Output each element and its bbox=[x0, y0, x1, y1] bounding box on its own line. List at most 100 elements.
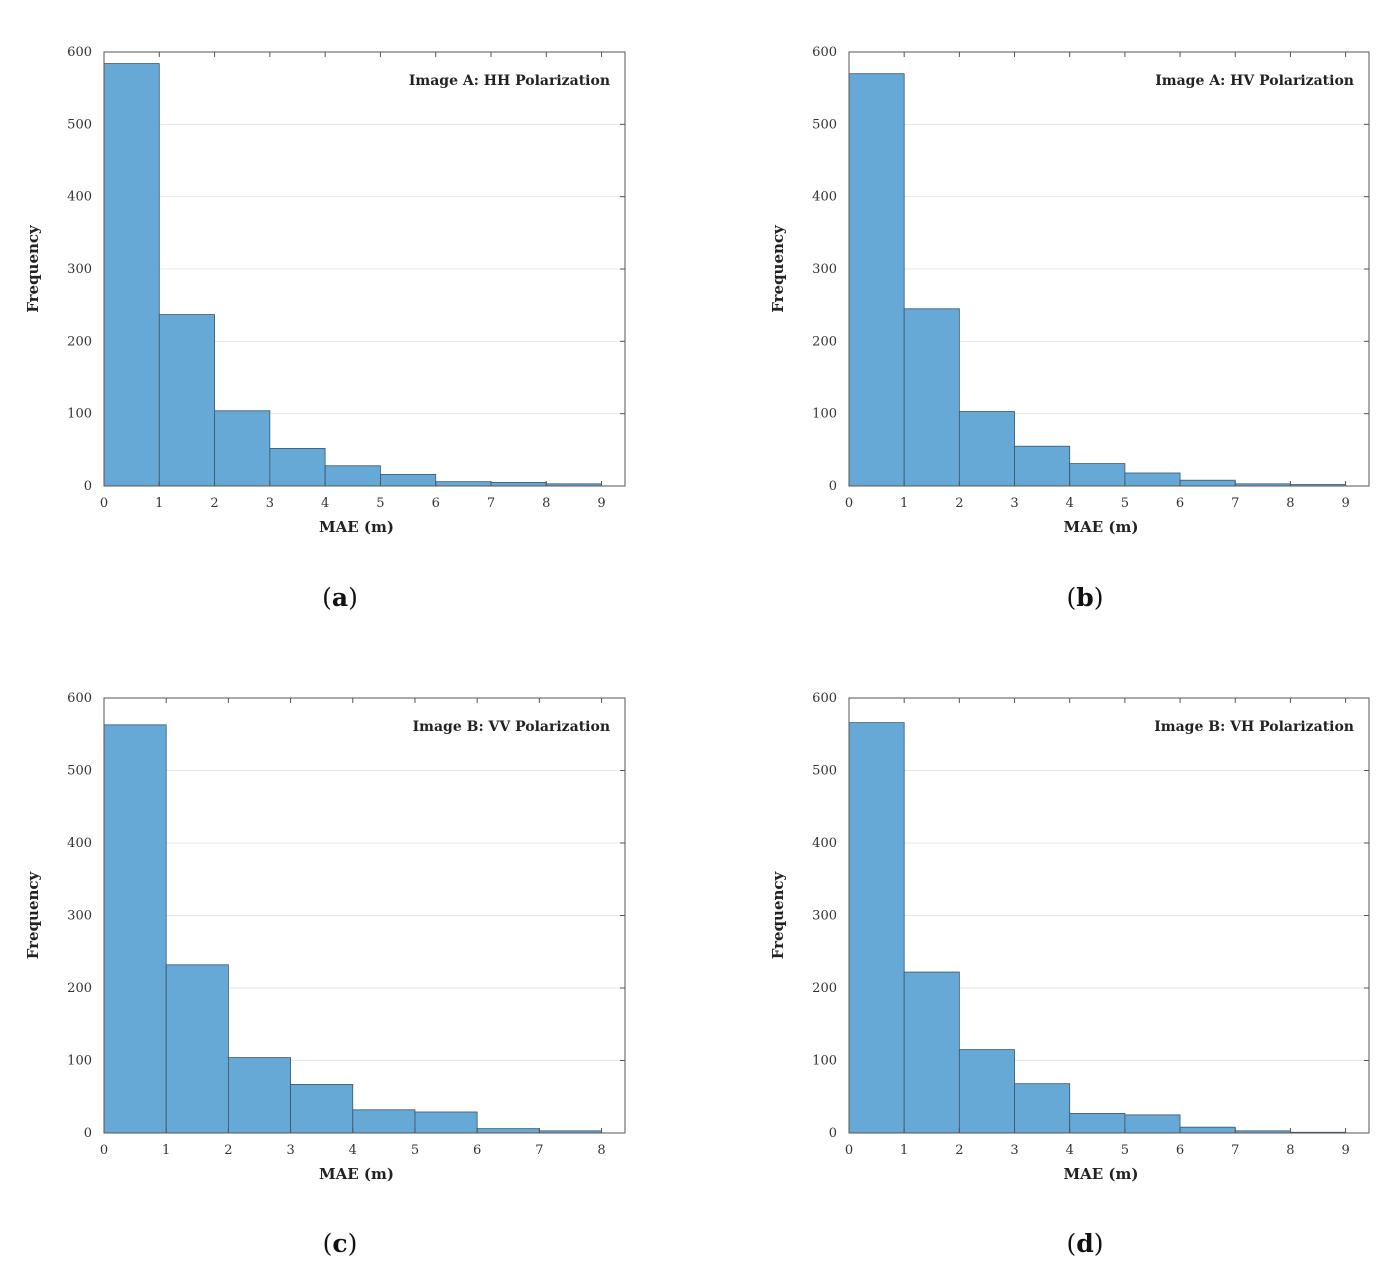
x-tick-label: 0 bbox=[100, 496, 108, 511]
x-tick-label: 8 bbox=[1286, 1143, 1294, 1158]
panel-caption-letter: a bbox=[332, 583, 348, 612]
histogram-bar bbox=[958, 411, 1015, 487]
y-tick-label: 600 bbox=[67, 691, 92, 706]
histogram-panel-d: 0 100 200 300 400 500 600 0 1 2 3 4 5 6 7 8 9 Image B: VH… bbox=[769, 691, 1370, 1258]
histogram-bar bbox=[958, 1049, 1015, 1134]
y-tick-label: 400 bbox=[812, 836, 837, 851]
x-tick-label: 4 bbox=[349, 1143, 357, 1158]
histogram-bar bbox=[165, 964, 229, 1134]
histogram-bar bbox=[1014, 1083, 1071, 1134]
x-axis-label: MAE (m) bbox=[1064, 518, 1139, 536]
plot-border bbox=[848, 51, 1370, 487]
histogram-bar bbox=[227, 1057, 291, 1134]
panel-caption: (a) bbox=[322, 583, 358, 612]
y-axis-label: Frequency bbox=[24, 870, 42, 959]
x-tick-label: 2 bbox=[210, 496, 218, 511]
histogram-bar bbox=[476, 1128, 540, 1134]
x-tick-label: 3 bbox=[1010, 496, 1018, 511]
x-tick-label: 7 bbox=[535, 1143, 543, 1158]
y-tick-label: 400 bbox=[812, 190, 837, 205]
panel-caption-letter: d bbox=[1076, 1229, 1093, 1258]
y-tick-label: 200 bbox=[812, 981, 837, 996]
x-tick-label: 6 bbox=[1176, 1143, 1184, 1158]
y-tick-label: 600 bbox=[67, 45, 92, 60]
x-tick-label: 0 bbox=[845, 1143, 853, 1158]
x-tick-label: 6 bbox=[432, 496, 440, 511]
x-tick-label: 0 bbox=[100, 1143, 108, 1158]
panel-caption: (d) bbox=[1066, 1229, 1103, 1258]
histogram-panel-b: 0 100 200 300 400 500 600 0 1 2 3 4 5 6 7 8 9 Image A: HV… bbox=[769, 45, 1370, 612]
x-tick-label: 9 bbox=[1341, 1143, 1349, 1158]
x-tick-label: 0 bbox=[845, 496, 853, 511]
y-tick-label: 500 bbox=[67, 117, 92, 132]
histogram-bar bbox=[1069, 463, 1126, 487]
panel-title: Image A: HV Polarization bbox=[1155, 73, 1354, 89]
histogram-bar bbox=[903, 308, 960, 487]
x-tick-label: 5 bbox=[1121, 496, 1129, 511]
y-tick-label: 500 bbox=[812, 764, 837, 779]
x-tick-label: 1 bbox=[900, 1143, 908, 1158]
x-tick-label: 3 bbox=[1010, 1143, 1018, 1158]
histogram-bar bbox=[848, 722, 905, 1134]
histogram-bar bbox=[414, 1111, 478, 1134]
y-tick-label: 500 bbox=[812, 117, 837, 132]
y-tick-label: 300 bbox=[812, 262, 837, 277]
y-tick-label: 200 bbox=[67, 981, 92, 996]
x-tick-label: 1 bbox=[900, 496, 908, 511]
histogram-bar bbox=[214, 410, 271, 487]
histogram-bar bbox=[324, 465, 381, 487]
histogram-panel-a: 0 100 200 300 400 500 600 0 1 2 3 4 5 6 7 8 9 Image A: HH… bbox=[24, 45, 626, 612]
histogram-bar bbox=[103, 724, 167, 1134]
histogram-bar bbox=[1179, 479, 1236, 487]
panel-title: Image B: VH Polarization bbox=[1154, 719, 1354, 735]
x-tick-label: 9 bbox=[597, 496, 605, 511]
x-tick-label: 9 bbox=[1341, 496, 1349, 511]
histogram-bar bbox=[903, 971, 960, 1134]
x-axis-label: MAE (m) bbox=[319, 1165, 394, 1183]
x-tick-label: 2 bbox=[224, 1143, 232, 1158]
panel-caption-letter: b bbox=[1076, 583, 1093, 612]
x-tick-label: 4 bbox=[321, 496, 329, 511]
panel-caption-letter: c bbox=[332, 1229, 347, 1258]
x-axis-label: MAE (m) bbox=[319, 518, 394, 536]
y-tick-label: 100 bbox=[67, 407, 92, 422]
y-tick-label: 0 bbox=[84, 1126, 92, 1141]
histogram-bar bbox=[352, 1109, 416, 1134]
y-tick-label: 600 bbox=[812, 691, 837, 706]
y-tick-label: 400 bbox=[67, 836, 92, 851]
y-tick-label: 300 bbox=[812, 909, 837, 924]
x-tick-label: 4 bbox=[1066, 1143, 1074, 1158]
histogram-bar bbox=[848, 73, 905, 487]
x-tick-label: 7 bbox=[1231, 496, 1239, 511]
x-tick-label: 5 bbox=[1121, 1143, 1129, 1158]
y-tick-label: 100 bbox=[67, 1054, 92, 1069]
histogram-bar bbox=[490, 481, 547, 487]
y-axis-label: Frequency bbox=[769, 870, 787, 959]
y-tick-label: 500 bbox=[67, 764, 92, 779]
histogram-bar bbox=[1014, 445, 1071, 487]
histogram-panel-c: 0 100 200 300 400 500 600 0 1 2 3 4 5 6 7 8 Image B: VV … bbox=[24, 691, 626, 1258]
x-tick-label: 6 bbox=[1176, 496, 1184, 511]
histogram-bar bbox=[1179, 1126, 1236, 1134]
x-tick-label: 6 bbox=[473, 1143, 481, 1158]
x-tick-label: 1 bbox=[162, 1143, 170, 1158]
histogram-bar bbox=[435, 481, 492, 487]
y-tick-label: 100 bbox=[812, 1054, 837, 1069]
histogram-bar bbox=[158, 314, 215, 487]
y-tick-label: 0 bbox=[84, 479, 92, 494]
y-tick-label: 200 bbox=[67, 334, 92, 349]
panel-title: Image B: VV Polarization bbox=[413, 719, 610, 735]
panel-caption: (c) bbox=[323, 1229, 358, 1258]
y-tick-label: 0 bbox=[829, 479, 837, 494]
histogram-bar bbox=[1124, 1114, 1181, 1134]
y-tick-label: 100 bbox=[812, 407, 837, 422]
histogram-bar bbox=[380, 474, 437, 487]
y-tick-label: 400 bbox=[67, 190, 92, 205]
plot-border bbox=[103, 697, 626, 1134]
y-tick-label: 300 bbox=[67, 262, 92, 277]
y-axis-label: Frequency bbox=[769, 224, 787, 313]
x-tick-label: 3 bbox=[286, 1143, 294, 1158]
y-tick-label: 600 bbox=[812, 45, 837, 60]
histogram-bar bbox=[1069, 1113, 1126, 1134]
